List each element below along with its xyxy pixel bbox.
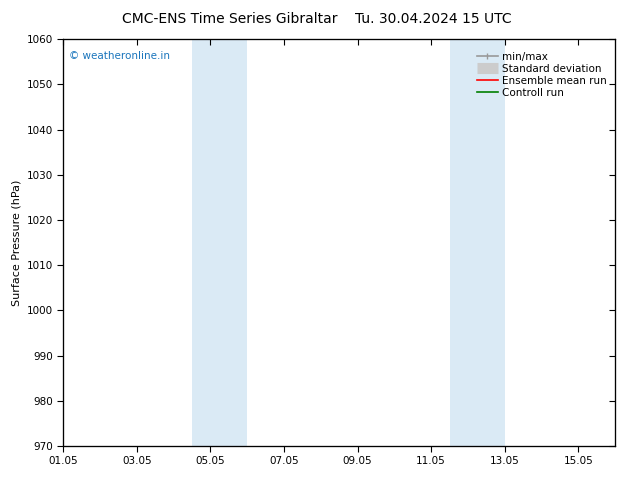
Bar xyxy=(450,39,505,446)
Y-axis label: Surface Pressure (hPa): Surface Pressure (hPa) xyxy=(11,179,21,306)
Text: CMC-ENS Time Series Gibraltar    Tu. 30.04.2024 15 UTC: CMC-ENS Time Series Gibraltar Tu. 30.04.… xyxy=(122,12,512,26)
Legend: min/max, Standard deviation, Ensemble mean run, Controll run: min/max, Standard deviation, Ensemble me… xyxy=(474,49,610,101)
Bar xyxy=(192,39,247,446)
Text: © weatheronline.in: © weatheronline.in xyxy=(69,51,170,61)
